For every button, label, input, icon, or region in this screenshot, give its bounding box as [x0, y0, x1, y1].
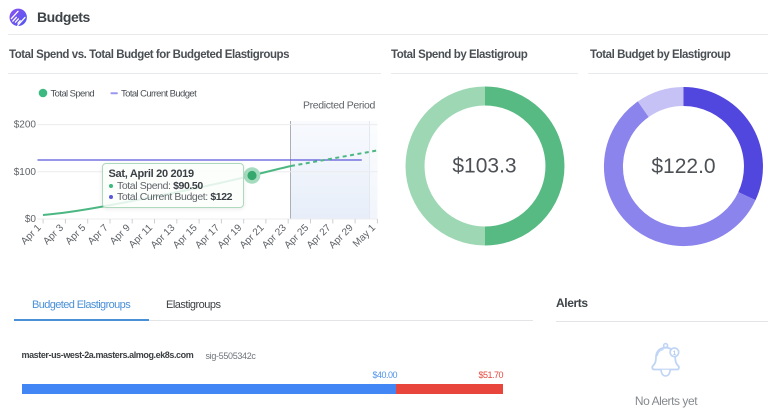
svg-text:May 1: May 1 — [351, 222, 378, 249]
svg-text:Apr 1: Apr 1 — [19, 222, 44, 247]
svg-text:Apr 29: Apr 29 — [327, 222, 356, 251]
svg-text:$103.3: $103.3 — [452, 155, 516, 178]
svg-text:$122.0: $122.0 — [651, 155, 715, 178]
svg-text:1: 1 — [673, 351, 677, 357]
svg-text:Apr 7: Apr 7 — [86, 222, 111, 247]
svg-text:Total Current Budget: Total Current Budget — [121, 89, 197, 100]
svg-text:$100: $100 — [14, 167, 37, 178]
svg-text:Total Spend: Total Spend — [51, 89, 95, 100]
svg-text:$0: $0 — [25, 214, 37, 225]
svg-text:Apr 5: Apr 5 — [64, 222, 89, 247]
svg-text:Predicted Period: Predicted Period — [303, 100, 376, 112]
svg-text:$200: $200 — [14, 120, 37, 131]
svg-text:Apr 3: Apr 3 — [41, 222, 66, 247]
